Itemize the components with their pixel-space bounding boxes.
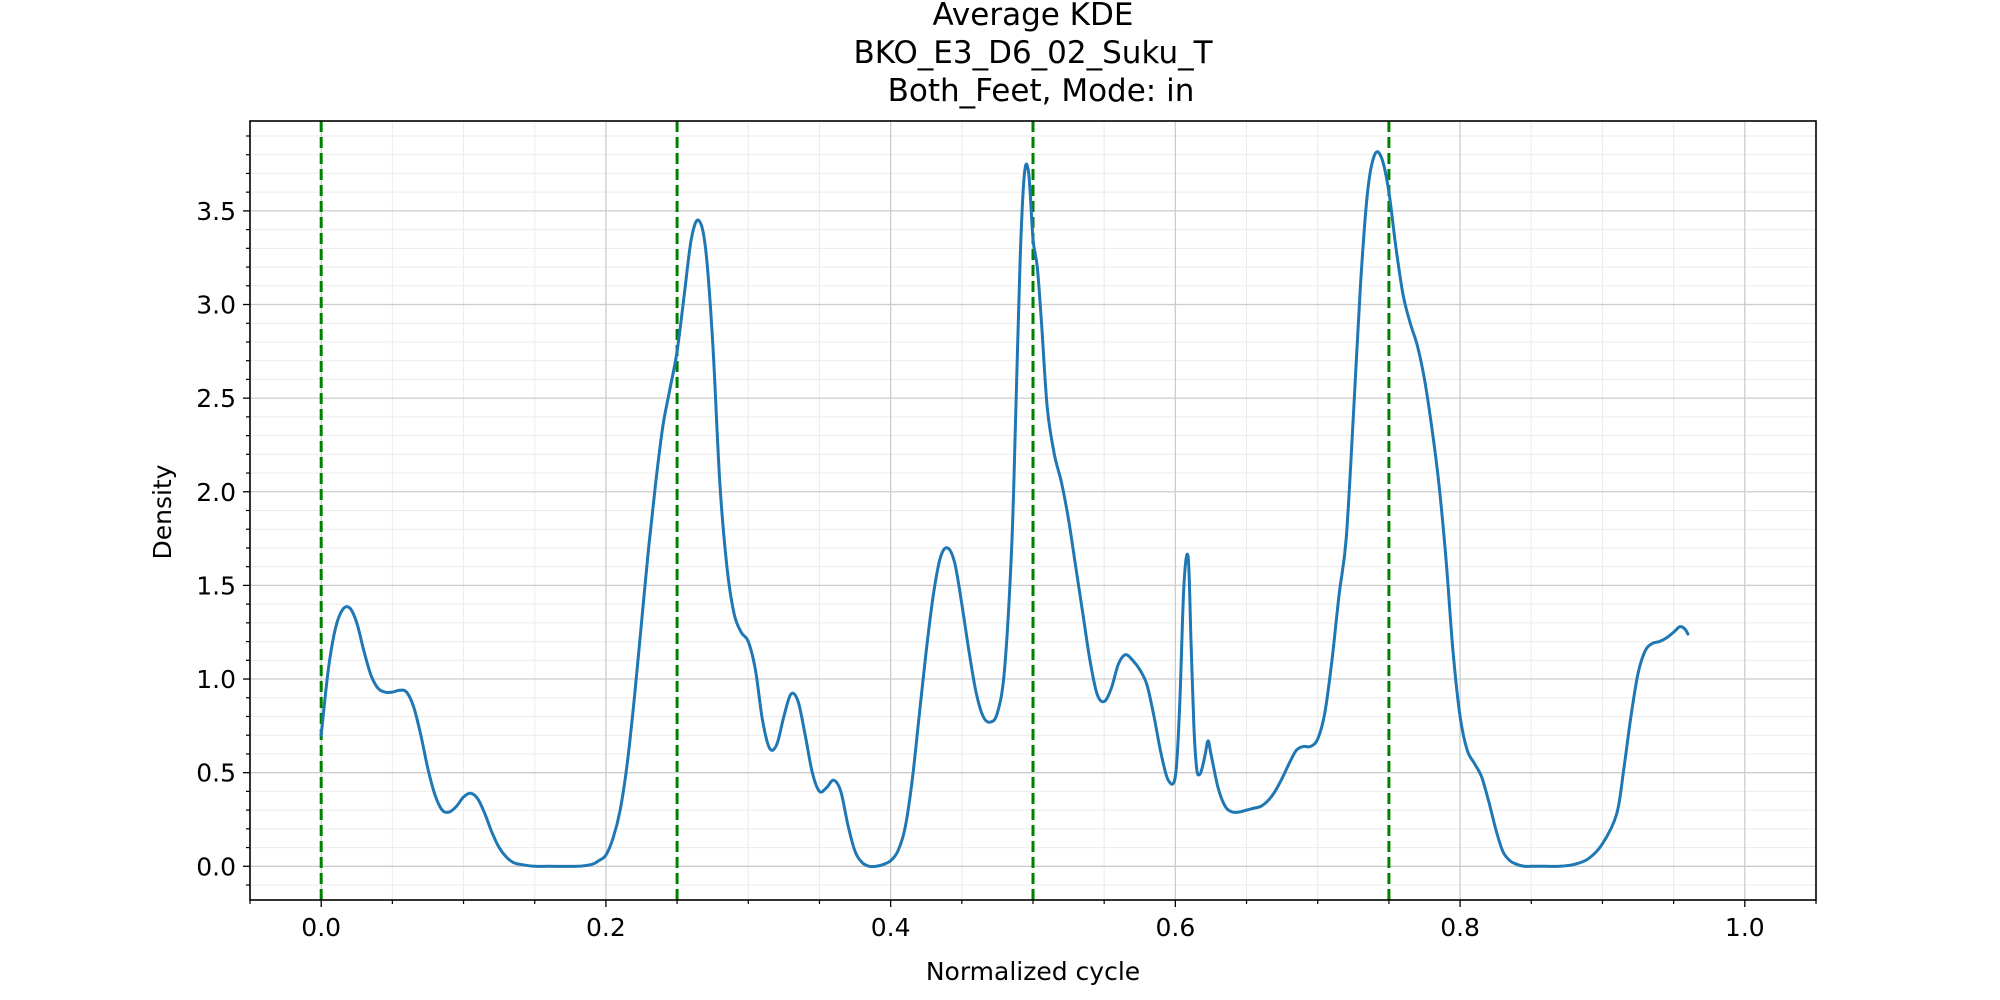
y-tick-label: 2.5 xyxy=(196,384,236,413)
x-axis: 0.0 0.2 0.4 0.6 0.8 1.0 xyxy=(249,900,1817,942)
x-tick-label: 0.8 xyxy=(1440,913,1480,942)
x-tick-label: 0.0 xyxy=(301,913,341,942)
y-tick-label: 1.5 xyxy=(196,571,236,600)
y-tick-label: 0.5 xyxy=(196,759,236,788)
x-axis-label: Normalized cycle xyxy=(926,957,1140,986)
series-group xyxy=(319,150,1690,869)
x-tick-label: 0.4 xyxy=(871,913,911,942)
x-tick-label: 1.0 xyxy=(1725,913,1765,942)
kde-series-line xyxy=(319,150,1690,869)
chart-title-line-3: Both_Feet, Mode: in xyxy=(888,73,1195,109)
y-tick-label: 2.0 xyxy=(196,478,236,507)
y-tick-label: 3.0 xyxy=(196,291,236,320)
y-tick-label: 3.5 xyxy=(196,197,236,226)
phase-lines xyxy=(319,121,1391,900)
y-axis: 0.0 0.5 1.0 1.5 2.0 2.5 3.0 3.5 xyxy=(196,135,250,886)
x-tick-label: 0.2 xyxy=(586,913,626,942)
x-tick-label: 0.6 xyxy=(1155,913,1195,942)
y-tick-label: 0.0 xyxy=(196,852,236,881)
chart-title-line-2: BKO_E3_D6_02_Suku_T xyxy=(853,35,1213,71)
y-axis-label: Density xyxy=(148,464,177,559)
y-tick-label: 1.0 xyxy=(196,665,236,694)
chart-title-line-1: Average KDE xyxy=(933,0,1134,33)
